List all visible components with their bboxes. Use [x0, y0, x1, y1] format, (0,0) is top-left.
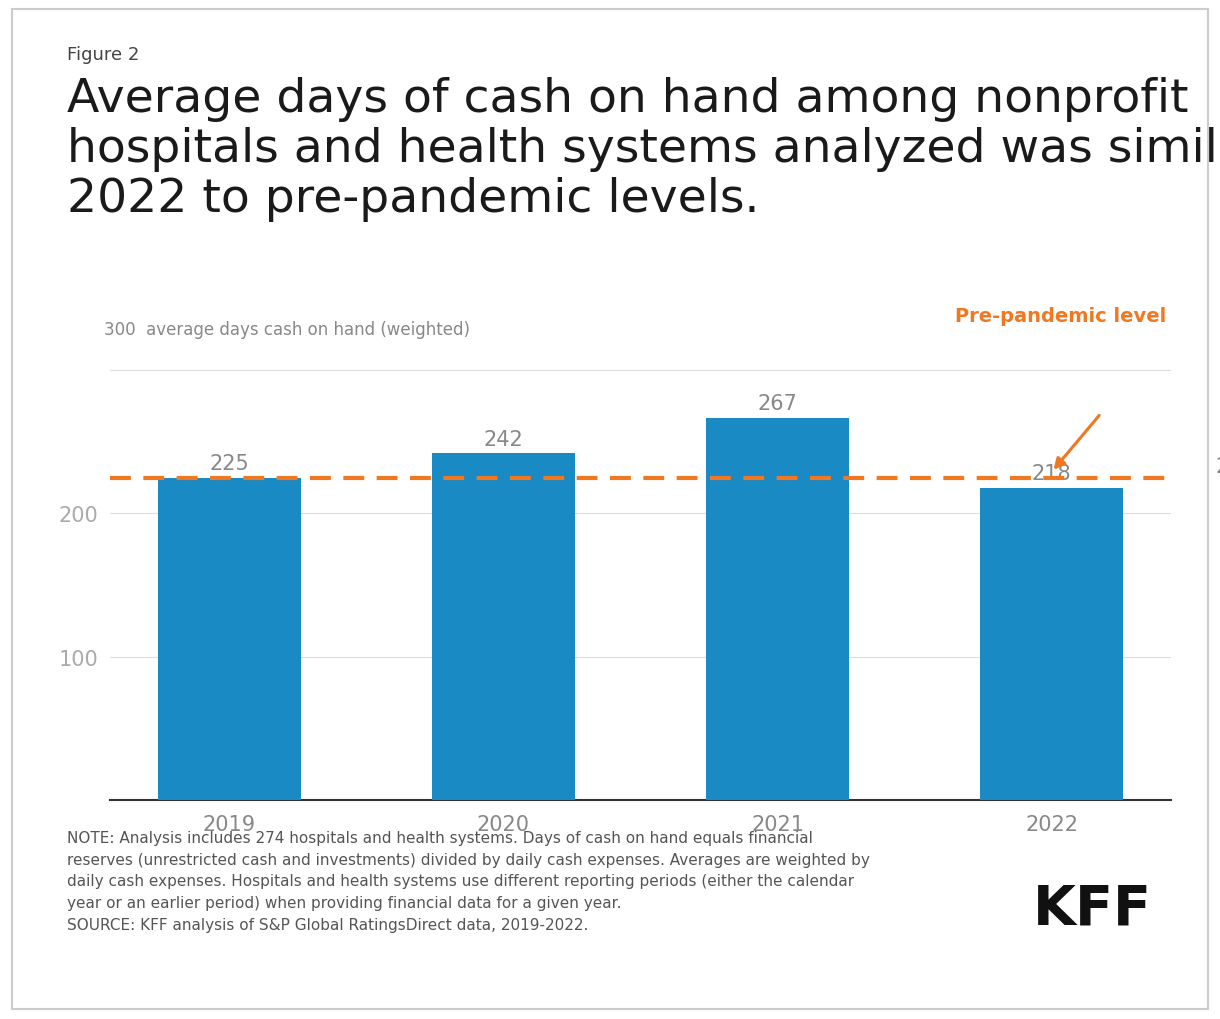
- Text: Average days of cash on hand among nonprofit
hospitals and health systems analyz: Average days of cash on hand among nonpr…: [67, 76, 1220, 222]
- Text: KFF: KFF: [1032, 881, 1152, 935]
- Text: 242: 242: [483, 430, 523, 449]
- Text: Figure 2: Figure 2: [67, 46, 139, 64]
- Bar: [159, 478, 300, 800]
- Bar: [432, 453, 575, 800]
- Text: 225: 225: [210, 453, 249, 474]
- Text: Pre-pandemic level: Pre-pandemic level: [954, 307, 1166, 326]
- Text: 218: 218: [1215, 457, 1220, 477]
- Text: NOTE: Analysis includes 274 hospitals and health systems. Days of cash on hand e: NOTE: Analysis includes 274 hospitals an…: [67, 830, 870, 931]
- Text: 267: 267: [758, 394, 798, 414]
- Bar: [706, 418, 849, 800]
- Text: 300  average days cash on hand (weighted): 300 average days cash on hand (weighted): [105, 321, 471, 339]
- Bar: [981, 488, 1122, 800]
- Text: 218: 218: [1032, 464, 1071, 484]
